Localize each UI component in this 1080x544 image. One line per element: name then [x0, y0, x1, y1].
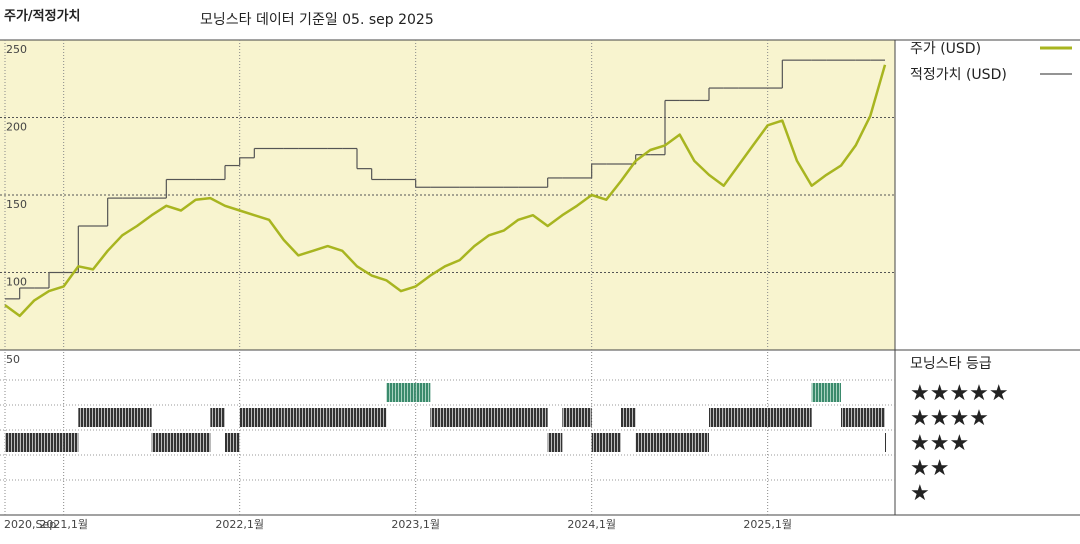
rating-bar	[885, 433, 886, 452]
rating-bar	[459, 408, 475, 427]
price-line	[4, 64, 887, 318]
rating-bar	[621, 408, 636, 427]
x-tick-label: 2024,1월	[567, 518, 616, 531]
rating-bar	[63, 433, 79, 452]
chart-subtitle: 모닝스타 데이터 기준일 05. sep 2025	[200, 12, 434, 28]
rating-bar	[709, 408, 724, 427]
rating-bar	[298, 408, 313, 427]
rating-bar	[327, 408, 343, 427]
legend-label: 주가 (USD)	[910, 41, 981, 57]
rating-bar	[137, 408, 152, 427]
rating-bar	[723, 408, 739, 427]
rating-level: ★	[910, 481, 930, 506]
rating-bar	[591, 433, 607, 452]
rating-bar	[474, 408, 489, 427]
y-tick-label: 250	[6, 43, 27, 56]
rating-bar	[606, 433, 621, 452]
rating-bar	[533, 408, 548, 427]
rating-level: ★★	[910, 456, 949, 481]
rating-bar	[122, 408, 137, 427]
rating-level: ★★★	[910, 431, 969, 456]
y-tick-label: 150	[6, 198, 27, 211]
rating-bar	[665, 433, 680, 452]
rating-bar	[826, 383, 841, 402]
rating-bar	[386, 383, 401, 402]
rating-bar	[269, 408, 284, 427]
rating-bar	[225, 433, 240, 452]
y-tick-label: 100	[6, 276, 27, 289]
legend-label: 적정가치 (USD)	[910, 67, 1007, 83]
rating-bar	[767, 408, 783, 427]
rating-bar	[782, 408, 797, 427]
rating-bar	[489, 408, 504, 427]
rating-bar	[870, 408, 885, 427]
rating-bar	[93, 408, 108, 427]
rating-bar	[797, 408, 812, 427]
rating-bar	[181, 433, 196, 452]
rating-bar	[151, 433, 167, 452]
rating-bar	[577, 408, 592, 427]
rating-bar	[415, 383, 431, 402]
rating-bar	[313, 408, 328, 427]
rating-bar	[518, 408, 533, 427]
rating-bar	[166, 433, 181, 452]
rating-bar	[371, 408, 387, 427]
rating-bar	[19, 433, 35, 452]
rating-level: ★★★★★	[910, 381, 1009, 406]
rating-level: ★★★★	[910, 406, 989, 431]
x-tick-label: 2020,Sep	[4, 518, 56, 531]
chart-title: 주가/적정가치	[4, 8, 81, 24]
rating-bar	[445, 408, 460, 427]
rating-rows	[0, 379, 895, 481]
rating-bar	[210, 408, 225, 427]
rating-bar	[811, 383, 827, 402]
rating-bar	[254, 408, 269, 427]
rating-bar	[239, 408, 255, 427]
x-tick-label: 2022,1월	[215, 518, 264, 531]
rating-bar	[841, 408, 856, 427]
rating-bar	[283, 408, 299, 427]
rating-bar	[753, 408, 768, 427]
rating-bar	[635, 433, 651, 452]
rating-bar	[738, 408, 753, 427]
y-tick-label: 50	[6, 353, 20, 366]
rating-bar	[342, 408, 357, 427]
x-tick-label: 2023,1월	[391, 518, 440, 531]
rating-bar	[430, 408, 445, 427]
rating-bar	[855, 408, 871, 427]
rating-bar	[34, 433, 49, 452]
rating-bar	[679, 433, 695, 452]
y-tick-label: 200	[6, 121, 27, 134]
x-tick-label: 2021,1월	[39, 518, 88, 531]
rating-bar	[195, 433, 211, 452]
rating-bar	[107, 408, 123, 427]
x-tick-label: 2025,1월	[743, 518, 792, 531]
rating-bar	[650, 433, 665, 452]
rating-bar	[78, 408, 93, 427]
rating-bar	[401, 383, 416, 402]
rating-bar	[562, 408, 577, 427]
rating-title: 모닝스타 등급	[910, 356, 992, 372]
rating-bar	[503, 408, 519, 427]
rating-bar	[547, 433, 563, 452]
rating-bar	[694, 433, 709, 452]
rating-bar	[5, 433, 20, 452]
rating-bar	[357, 408, 372, 427]
rating-bar	[49, 433, 64, 452]
